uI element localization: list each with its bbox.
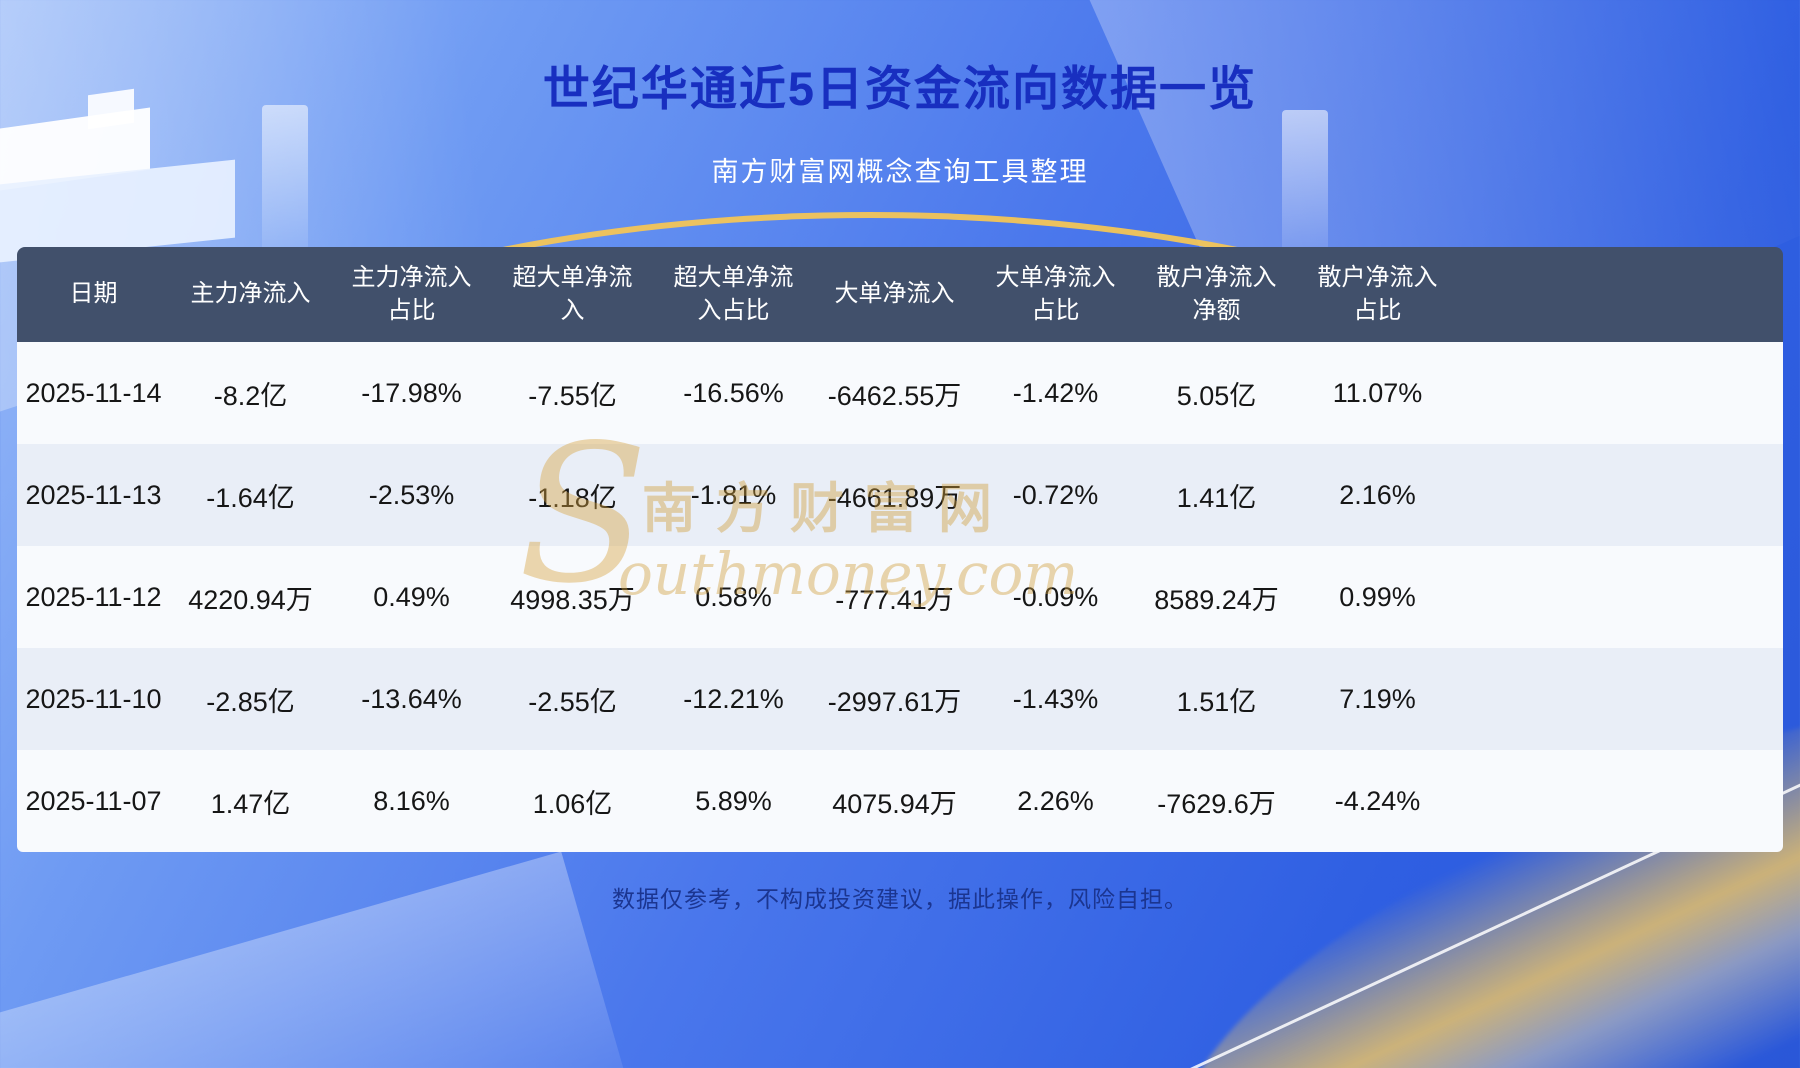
table-cell: 1.47亿: [210, 788, 291, 819]
table-cell: -4661.89万: [827, 482, 962, 513]
column-header-date: 日期: [69, 280, 118, 308]
fund-flow-table: 日期 主力净流入 主力净流入占比 超大单净流入 超大单净流入占比 大单净流入 大…: [17, 247, 1783, 852]
table-cell: -17.98%: [361, 377, 462, 408]
column-header-super-large-net-inflow-ratio: 超大单净流入占比: [673, 264, 794, 324]
column-header-retail-net-inflow-ratio: 散户净流入占比: [1317, 264, 1438, 324]
table-cell: 1.51亿: [1176, 686, 1257, 717]
table-cell: 2025-11-12: [25, 581, 162, 612]
table-cell: -4.24%: [1334, 785, 1421, 816]
column-header-large-net-inflow-ratio: 大单净流入占比: [995, 264, 1116, 324]
column-header-large-net-inflow: 大单净流入: [834, 280, 955, 308]
table-cell: 11.07%: [1332, 377, 1423, 408]
table-cell: 8.16%: [373, 785, 450, 816]
page-title: 世纪华通近5日资金流向数据一览: [542, 62, 1258, 115]
table-row: 2025-11-07 1.47亿 8.16% 1.06亿 5.89% 4075.94万 2.…: [17, 750, 1783, 852]
table-cell: 1.06亿: [532, 788, 613, 819]
decor-pillar-right: [1282, 110, 1328, 270]
table-cell: 4998.35万: [510, 584, 635, 615]
table-cell: -2.85亿: [206, 686, 295, 717]
table-cell: 0.99%: [1339, 581, 1416, 612]
table-cell: -7.55亿: [528, 380, 617, 411]
table-cell: 2025-11-10: [25, 683, 162, 714]
table-row: 2025-11-14 -8.2亿 -17.98% -7.55亿 -16.56% -6462…: [17, 342, 1783, 444]
table-cell: 2025-11-14: [25, 377, 162, 408]
table-cell: -8.2亿: [213, 380, 288, 411]
table-cell: -6462.55万: [827, 380, 962, 411]
table-cell: 0.49%: [373, 581, 450, 612]
table-cell: 5.05亿: [1176, 380, 1257, 411]
table-body: 2025-11-14 -8.2亿 -17.98% -7.55亿 -16.56% -6462…: [17, 342, 1783, 852]
column-header-super-large-net-inflow: 超大单净流入: [512, 264, 633, 324]
column-header-main-net-inflow: 主力净流入: [190, 280, 311, 308]
table-cell: -0.72%: [1012, 479, 1099, 510]
table-cell: 5.89%: [695, 785, 772, 816]
table-cell: -2.55亿: [528, 686, 617, 717]
disclaimer-text: 数据仅参考，不构成投资建议，据此操作，风险自担。: [612, 886, 1188, 912]
table-cell: 2025-11-13: [25, 479, 162, 510]
table-cell: -12.21%: [683, 683, 784, 714]
table-cell: 8589.24万: [1154, 584, 1279, 615]
table-cell: -1.43%: [1012, 683, 1099, 714]
table-cell: -1.42%: [1012, 377, 1099, 408]
table-cell: -7629.6万: [1157, 788, 1276, 819]
column-header-main-net-inflow-ratio: 主力净流入占比: [351, 264, 472, 324]
table-cell: -1.18亿: [528, 482, 617, 513]
table-row: 2025-11-13 -1.64亿 -2.53% -1.18亿 -1.81% -4661.…: [17, 444, 1783, 546]
table-cell: 4220.94万: [188, 584, 313, 615]
table-row: 2025-11-12 4220.94万 0.49% 4998.35万 0.58% -777…: [17, 546, 1783, 648]
table-row: 2025-11-10 -2.85亿 -13.64% -2.55亿 -12.21% -299…: [17, 648, 1783, 750]
table-cell: -1.81%: [690, 479, 777, 510]
table-cell: 2.26%: [1017, 785, 1094, 816]
table-header-row: 日期 主力净流入 主力净流入占比 超大单净流入 超大单净流入占比 大单净流入 大…: [17, 247, 1783, 342]
table-cell: -13.64%: [361, 683, 462, 714]
table-cell: 2025-11-07: [25, 785, 162, 816]
table-cell: 0.58%: [695, 581, 772, 612]
table-cell: -2997.61万: [827, 686, 962, 717]
table-cell: -0.09%: [1012, 581, 1099, 612]
table-cell: -1.64亿: [206, 482, 295, 513]
table-cell: 4075.94万: [832, 788, 957, 819]
page-subtitle: 南方财富网概念查询工具整理: [711, 157, 1089, 187]
table-cell: 2.16%: [1339, 479, 1416, 510]
table-cell: -777.41万: [835, 584, 954, 615]
table-cell: -16.56%: [683, 377, 784, 408]
column-header-retail-net-inflow: 散户净流入净额: [1156, 264, 1277, 324]
table-cell: 7.19%: [1339, 683, 1416, 714]
table-cell: -2.53%: [368, 479, 455, 510]
table-cell: 1.41亿: [1176, 482, 1257, 513]
